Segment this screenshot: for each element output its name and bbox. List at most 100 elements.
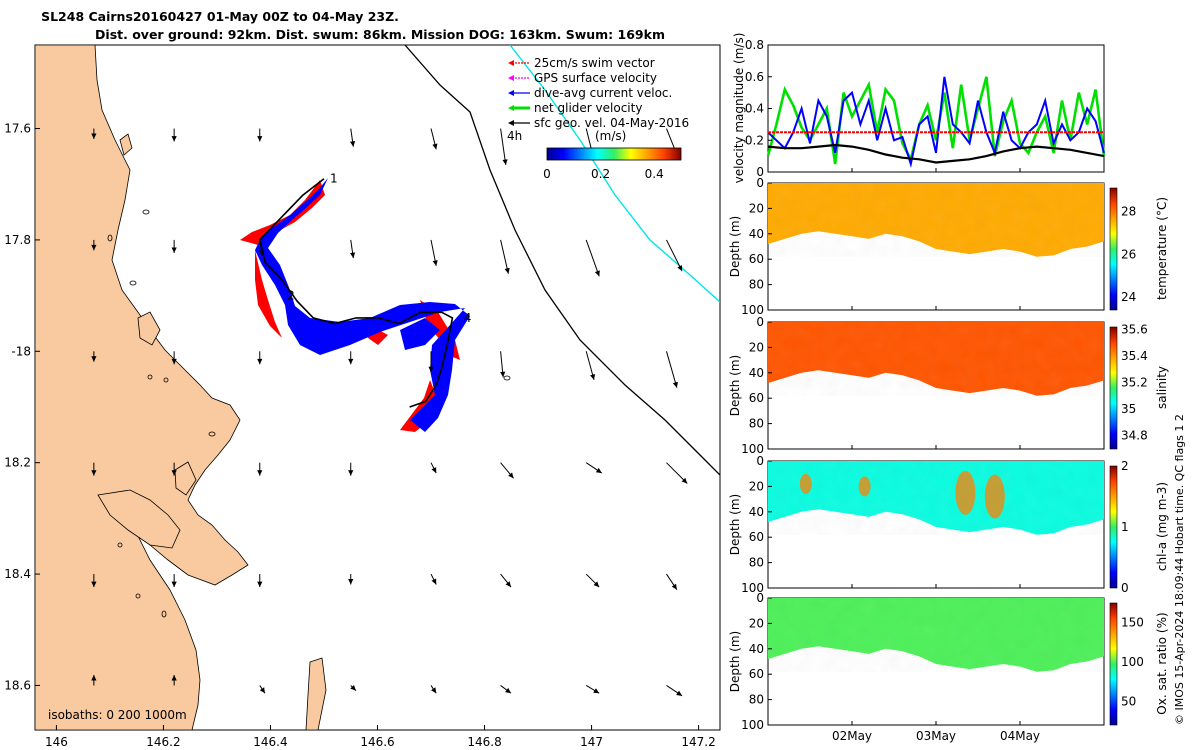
geo-velocity-arrow: [349, 128, 356, 147]
map-xtick-label: 146.6: [360, 735, 394, 749]
section-colorbar-tick: 1: [1121, 520, 1129, 534]
reef-outlines: [107, 209, 511, 618]
geo-velocity-arrow: [350, 684, 357, 692]
section-depth-tick: 0: [756, 454, 764, 468]
geo-velocity-arrow: [500, 239, 510, 274]
section-depth-tick: 60: [749, 667, 764, 681]
velocity-ytick-label: 0.6: [745, 70, 764, 84]
geo-velocity-arrow: [258, 239, 265, 256]
section-ylabel: Depth (m): [728, 216, 742, 277]
map-xtick-label: 146.2: [146, 735, 180, 749]
map-xtick-label: 146.4: [253, 735, 287, 749]
colorbar-tick-label: 0.4: [645, 167, 664, 181]
velocity-series-line: [767, 143, 1105, 164]
section-colorbar-tick: 35.2: [1121, 376, 1148, 390]
map-xtick-label: 147.2: [681, 735, 715, 749]
section-depth-tick: 60: [749, 252, 764, 266]
section-time-tick: 02May: [832, 729, 872, 743]
map-ytick-label: 17.8: [4, 233, 31, 247]
chl-maximum-patch: [984, 474, 1005, 519]
section-colorbar-label: salinity: [1155, 366, 1169, 409]
geo-velocity-arrow: [171, 574, 177, 588]
map-xtick-label: 146.8: [467, 735, 501, 749]
geo-velocity-arrow: [91, 462, 97, 476]
geo-velocity-arrow: [666, 685, 683, 697]
geo-velocity-arrow: [348, 462, 354, 476]
geo-velocity-arrow: [171, 239, 177, 253]
section-ylabel: Depth (m): [728, 494, 742, 555]
velocity-ytick-label: 0: [756, 165, 764, 179]
geo-velocity-arrow: [500, 685, 512, 694]
section-colorbar-label: Ox. sat. ratio (%): [1155, 612, 1169, 714]
island: [97, 489, 181, 549]
waypoint-label: 1: [330, 172, 338, 186]
velocity-series-line: [766, 76, 1106, 165]
velocity-ytick-label: 0.8: [745, 38, 764, 52]
section-time-tick: 03May: [916, 729, 956, 743]
speed-colorbar-ticks: 0 0.2 0.4: [543, 167, 664, 181]
section-depth-tick: 80: [749, 556, 764, 570]
geo-velocity-arrow: [430, 573, 437, 585]
velocity-magnitude-panel: 0 0.2 0.4 0.6 0.8 velocity magnitude (m/s): [732, 33, 1106, 184]
island: [137, 311, 161, 346]
section-colorbar-label: temperature (°C): [1155, 197, 1169, 300]
geo-velocity-arrow: [585, 239, 600, 277]
section-ylabel: Depth (m): [728, 631, 742, 692]
geo-velocity-arrow: [349, 239, 356, 259]
geo-velocity-arrow: [430, 128, 438, 150]
map-longitude-ticks: 146 146.2 146.4 146.6 146.8 147 147.2: [45, 725, 716, 749]
map-ytick-label: 18.2: [4, 456, 31, 470]
chart-title: SL248 Cairns20160427 01-May 00Z to 04-Ma…: [41, 9, 399, 24]
geo-velocity-arrow: [585, 685, 600, 694]
section-panel: 0 20 40 60 80 100 Depth (m) 2 1 0 chl-a (mg m-3): [728, 454, 1169, 595]
section-depth-tick: 100: [741, 581, 764, 595]
section-colorbar: [1109, 465, 1118, 589]
geo-velocity-arrow: [91, 128, 97, 139]
geo-velocity-arrow: [257, 128, 263, 142]
geo-velocity-arrow: [257, 351, 263, 365]
section-colorbar-label: chl-a (mg m-3): [1155, 482, 1169, 571]
geo-velocity-arrow: [500, 351, 506, 378]
colorbar-tick-label: 0.2: [591, 167, 610, 181]
map-ytick-label: 17.6: [4, 122, 31, 136]
geo-velocity-arrow: [500, 128, 508, 166]
section-depth-tick: 0: [756, 591, 764, 605]
section-depth-tick: 0: [756, 176, 764, 190]
geo-velocity-arrow: [91, 675, 97, 686]
section-time-tick: 04May: [1000, 729, 1040, 743]
section-panel: 0 20 40 60 80 100 Depth (m) 150 100 50 Ox. sat. ra…: [728, 591, 1169, 743]
map-ytick-label: 18.6: [4, 678, 31, 692]
section-colorbar-tick: 28: [1121, 205, 1136, 219]
section-depth-tick: 100: [741, 718, 764, 732]
isobath-1000m: [404, 45, 720, 476]
map-ytick-label: -18: [11, 344, 31, 358]
section-colorbar: [1109, 326, 1118, 450]
map-panel: 1 2 4 isobaths: 0 200 1000m 25cm/s swim ve…: [4, 44, 721, 749]
geo-velocity-arrow: [171, 128, 177, 142]
section-depth-tick: 80: [749, 693, 764, 707]
credit-line: © IMOS 15-Apr-2024 18:09:44 Hobart time.…: [1173, 414, 1186, 725]
section-colorbar: [1109, 602, 1118, 726]
geo-velocity-arrow: [666, 351, 678, 388]
section-depth-tick: 40: [749, 505, 764, 519]
surface-geostrophic-velocity-vectors: [91, 128, 688, 697]
section-depth-tick: 20: [749, 201, 764, 215]
geo-velocity-arrow: [666, 573, 678, 590]
island: [119, 133, 133, 156]
velocity-ylabel: velocity magnitude (m/s): [732, 33, 746, 184]
geo-velocity-arrow: [500, 573, 512, 588]
colorbar-tick-label: 0: [543, 167, 551, 181]
section-colorbar: [1109, 187, 1118, 311]
geo-velocity-arrow: [348, 351, 354, 365]
waypoint-label: 4: [464, 311, 472, 325]
chl-maximum-patch: [955, 470, 976, 515]
map-xtick-label: 146: [45, 735, 68, 749]
island: [305, 657, 327, 730]
section-colorbar-tick: 35.4: [1121, 349, 1148, 363]
legend-entry: net glider velocity: [508, 101, 642, 115]
section-colorbar-tick: 50: [1121, 694, 1136, 708]
chart-subtitle: Dist. over ground: 92km. Dist. swum: 86k…: [95, 27, 665, 42]
colorbar-units: (m/s): [595, 129, 626, 143]
